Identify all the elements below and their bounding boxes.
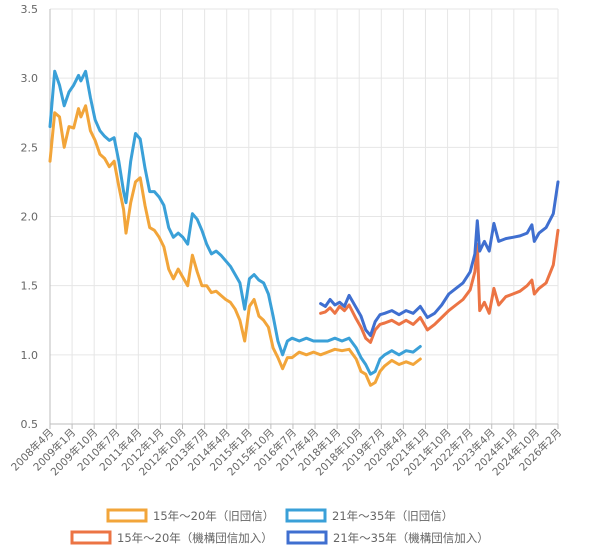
y-tick-label: 2.0 [21,211,39,224]
legend-label: 15年～20年（旧団信） [153,509,274,523]
y-tick-label: 3.5 [21,3,39,16]
y-tick-label: 3.0 [21,72,39,85]
series-line-2 [48,69,422,376]
legend-swatch [106,508,148,523]
y-tick-label: 2.5 [21,141,39,154]
y-axis-ticks: 0.5 1.0 1.5 2.0 2.5 3.0 3.5 [21,3,39,431]
grid-layer [49,8,559,429]
y-tick-label: 1.5 [21,280,39,293]
y-tick-label: 0.5 [21,418,39,431]
series-line-1 [48,104,422,387]
legend-swatch [286,530,328,545]
legend-item-3[interactable]: 15年～20年（機構団信加入） [70,530,273,545]
legend-label: 21年～35年（旧団信） [332,509,453,523]
series-layer [48,69,560,387]
legend-item-2[interactable]: 21年～35年（旧団信） [285,508,453,523]
legend-label: 15年～20年（機構団信加入） [117,531,273,545]
legend-swatch [285,508,327,523]
legend[interactable]: 15年～20年（旧団信） 21年～35年（旧団信） 15年～20年（機構団信加入） 2… [70,508,489,545]
x-axis-ticks: 2008年4月2009年1月2009年10月2010年7月2011年4月2012… [8,426,564,478]
legend-item-1[interactable]: 15年～20年（旧団信） [106,508,274,523]
series-line-3 [319,228,560,344]
legend-label: 21年～35年（機構団信加入） [333,531,489,545]
series-line-4 [319,180,560,337]
y-tick-label: 1.0 [21,349,39,362]
legend-swatch [70,530,112,545]
legend-item-4[interactable]: 21年～35年（機構団信加入） [286,530,489,545]
